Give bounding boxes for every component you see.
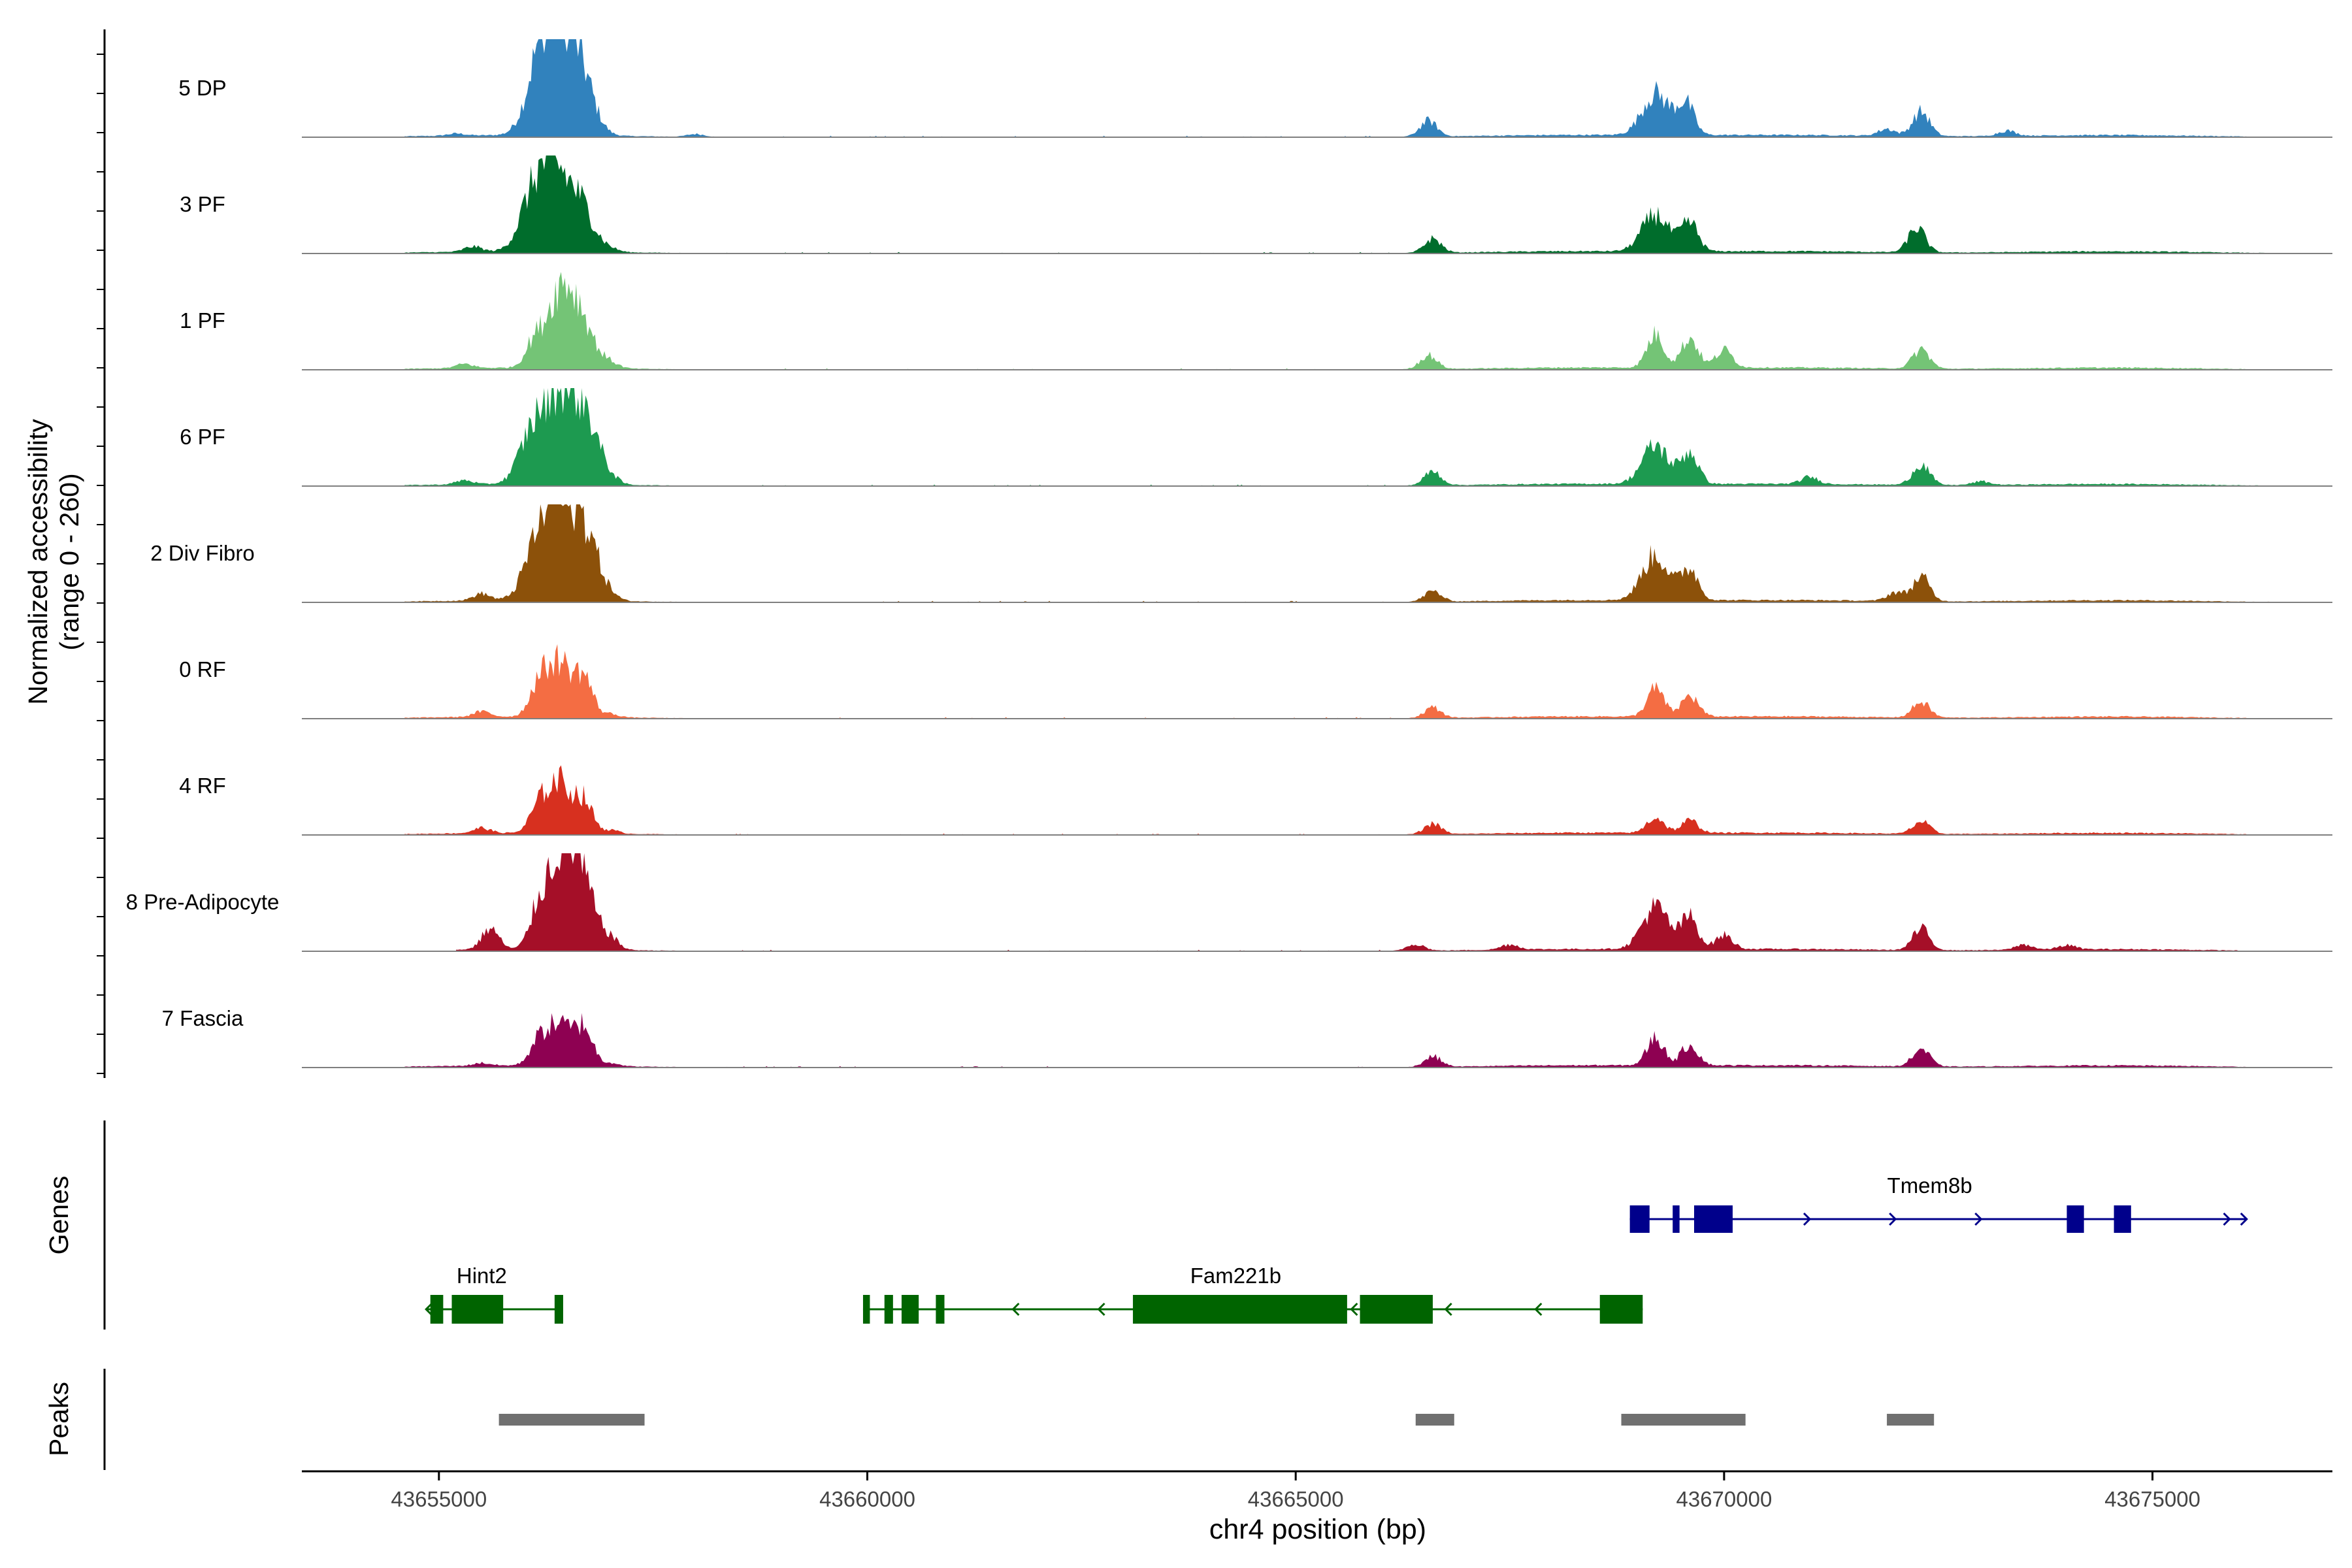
track-label-6: 4 RF xyxy=(179,774,226,798)
gene-exon-2-6 xyxy=(1599,1295,1643,1324)
gene-exon-2-3 xyxy=(936,1295,945,1324)
coverage-area-1 xyxy=(404,155,2290,253)
track-label-8: 7 Fascia xyxy=(162,1006,244,1030)
coverage-area-3 xyxy=(404,388,2290,486)
coverage-area-0 xyxy=(404,39,2247,137)
track-label-7: 8 Pre-Adipocyte xyxy=(126,890,280,914)
strand-arrow-0-4 xyxy=(2240,1212,2248,1226)
peak-region-1 xyxy=(1415,1414,1454,1426)
y-axis-label-line1: Normalized accessibility xyxy=(23,419,53,705)
strand-arrow-0-3 xyxy=(2223,1212,2231,1226)
coverage-y-ticks xyxy=(97,54,105,1074)
x-axis-label: chr4 position (bp) xyxy=(1209,1514,1426,1545)
gene-exon-2-2 xyxy=(901,1295,919,1324)
genes-panel-label: Genes xyxy=(44,1176,74,1255)
x-tick-label-2: 43665000 xyxy=(1248,1487,1344,1511)
gene-exon-2-4 xyxy=(1133,1295,1347,1324)
gene-exon-0-4 xyxy=(2114,1205,2131,1233)
strand-arrow-2-4 xyxy=(1534,1302,1543,1316)
x-tick-label-4: 43675000 xyxy=(2104,1487,2200,1511)
gene-label-1: Hint2 xyxy=(457,1264,507,1288)
coverage-area-8 xyxy=(404,1013,2247,1068)
coverage-area-5 xyxy=(404,644,2247,719)
peak-region-3 xyxy=(1887,1414,1935,1426)
track-label-1: 3 PF xyxy=(180,192,225,216)
coverage-tracks: 5 DP 3 PF 1 PF 6 PF 2 Div Fibro 0 RF 4 RF 8 Pre… xyxy=(126,39,2332,1068)
strand-arrow-0-0 xyxy=(1803,1212,1812,1226)
peaks-panel-label: Peaks xyxy=(44,1382,74,1456)
peak-region-0 xyxy=(498,1414,645,1426)
track-label-3: 6 PF xyxy=(180,425,225,449)
gene-label-2: Fam221b xyxy=(1190,1264,1281,1288)
coverage-area-2 xyxy=(404,272,2247,370)
strand-arrow-2-2 xyxy=(1350,1302,1358,1316)
track-label-2: 1 PF xyxy=(180,308,225,333)
strand-arrow-2-0 xyxy=(1011,1302,1020,1316)
track-label-0: 5 DP xyxy=(178,76,226,100)
x-tick-label-1: 43660000 xyxy=(819,1487,915,1511)
y-axis-label-line2: (range 0 - 260) xyxy=(54,473,84,650)
gene-exon-2-0 xyxy=(862,1295,870,1324)
gene-exon-0-2 xyxy=(1694,1205,1733,1233)
strand-arrow-0-2 xyxy=(1974,1212,1983,1226)
genes-track: Tmem8b Hint2 Fam221b xyxy=(425,1173,2248,1324)
peak-region-2 xyxy=(1621,1414,1746,1426)
gene-exon-2-5 xyxy=(1360,1295,1433,1324)
gene-label-0: Tmem8b xyxy=(1887,1173,1972,1198)
gene-exon-1-2 xyxy=(554,1295,563,1324)
peaks-track xyxy=(498,1414,1935,1426)
track-label-4: 2 Div Fibro xyxy=(150,541,255,565)
strand-arrow-2-3 xyxy=(1444,1302,1452,1316)
x-tick-label-3: 43670000 xyxy=(1676,1487,1772,1511)
track-label-5: 0 RF xyxy=(179,657,226,681)
coverage-area-6 xyxy=(404,765,2247,835)
coverage-area-7 xyxy=(456,853,2238,951)
strand-arrow-1-0 xyxy=(425,1302,433,1316)
gene-exon-1-1 xyxy=(451,1295,504,1324)
x-tick-label-0: 43655000 xyxy=(391,1487,487,1511)
coverage-area-4 xyxy=(404,504,2290,602)
strand-arrow-2-1 xyxy=(1097,1302,1105,1316)
gene-exon-0-0 xyxy=(1629,1205,1650,1233)
x-axis-ticks: 43655000 43660000 43665000 43670000 43675000 xyxy=(391,1471,2200,1511)
gene-exon-0-3 xyxy=(2066,1205,2084,1233)
gene-exon-0-1 xyxy=(1673,1205,1680,1233)
strand-arrow-0-1 xyxy=(1889,1212,1897,1226)
gene-exon-2-1 xyxy=(884,1295,893,1324)
gene-exon-1-0 xyxy=(430,1295,444,1324)
